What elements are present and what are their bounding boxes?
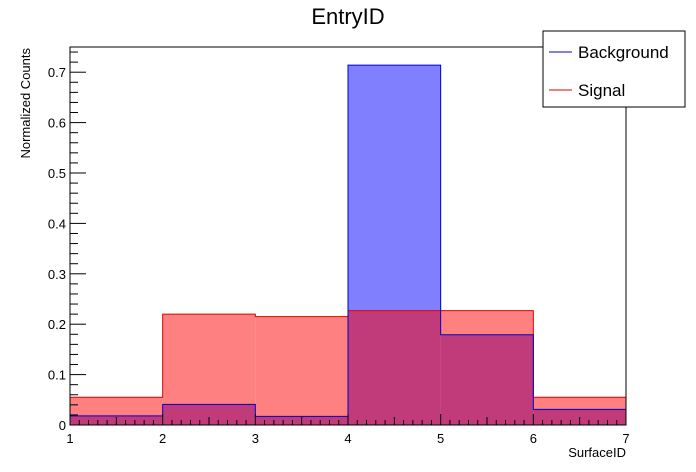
y-tick-label: 0.2 — [48, 317, 66, 332]
x-tick-label: 5 — [437, 431, 444, 446]
y-tick-label: 0 — [59, 418, 66, 433]
x-tick-label: 1 — [66, 431, 73, 446]
plot-area: 1 2 3 4 5 6 7 0 0.1 0.2 0.3 0.4 0.5 0.6 0.7 — [48, 46, 630, 446]
y-tick-label: 0.7 — [48, 65, 66, 80]
x-tick-label: 2 — [159, 431, 166, 446]
y-tick-label: 0.6 — [48, 116, 66, 131]
x-tick-label: 6 — [530, 431, 537, 446]
overlap-bar-4 — [348, 310, 441, 425]
chart-title: EntryID — [311, 4, 384, 29]
overlap-bar-2 — [162, 404, 256, 425]
y-tick-label: 0.3 — [48, 267, 66, 282]
legend-box — [542, 30, 686, 108]
background-outline — [69, 64, 627, 425]
y-tick-label: 0.4 — [48, 216, 66, 231]
legend: Background Signal — [542, 30, 686, 108]
legend-signal-label: Signal — [578, 81, 625, 100]
signal-bar-3 — [255, 316, 348, 425]
y-tick-label: 0.1 — [48, 368, 66, 383]
x-axis-title: SurfaceID — [568, 445, 626, 460]
x-tick-label: 3 — [252, 431, 259, 446]
legend-background-label: Background — [578, 43, 669, 62]
y-axis-title: Normalized Counts — [18, 48, 33, 159]
overlap-bar-5 — [440, 334, 534, 425]
x-tick-label: 4 — [344, 431, 351, 446]
x-tick-label: 7 — [622, 431, 629, 446]
y-tick-label: 0.5 — [48, 166, 66, 181]
